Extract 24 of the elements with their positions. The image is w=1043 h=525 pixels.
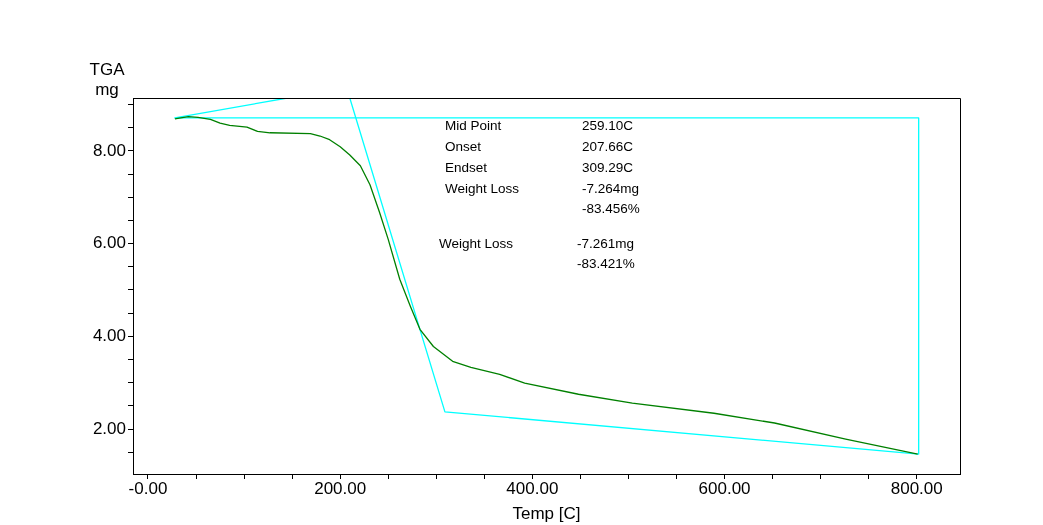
y-axis-title: mg bbox=[95, 80, 119, 99]
x-tick-label: 200.00 bbox=[314, 478, 367, 498]
y-tick-label: 6.00 bbox=[92, 233, 126, 253]
x-axis-title: Temp [C] bbox=[512, 504, 581, 524]
annotation: 309.29C bbox=[582, 160, 634, 175]
chart-title: TGA bbox=[89, 60, 126, 79]
annotation: -7.264mg bbox=[582, 181, 640, 196]
y-tick-label: 8.00 bbox=[92, 140, 126, 160]
annotation: 259.10C bbox=[582, 118, 634, 133]
annotation: -7.261mg bbox=[577, 236, 635, 251]
x-tick-label: 800.00 bbox=[890, 478, 943, 498]
annotation: Endset bbox=[445, 160, 488, 175]
x-tick-label: 600.00 bbox=[698, 478, 751, 498]
annotation: -83.456% bbox=[582, 201, 640, 216]
y-tick-label: 4.00 bbox=[92, 325, 126, 345]
annotation: Onset bbox=[445, 139, 482, 154]
annotation: -83.421% bbox=[577, 256, 635, 271]
annotation: Weight Loss bbox=[445, 181, 520, 196]
annotation: Weight Loss bbox=[439, 236, 514, 251]
x-tick-label: 400.00 bbox=[506, 478, 559, 498]
x-tick-label: -0.00 bbox=[128, 478, 168, 498]
y-tick-label: 2.00 bbox=[92, 418, 126, 438]
annotation: Mid Point bbox=[445, 118, 502, 133]
annotation: 207.66C bbox=[582, 139, 634, 154]
